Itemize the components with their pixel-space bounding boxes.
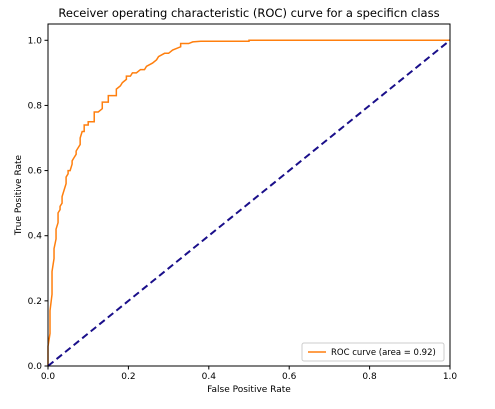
y-tick-label: 1.0 xyxy=(28,36,43,46)
y-axis-ticks: 0.0 0.2 0.4 0.6 0.8 1.0 xyxy=(28,36,48,372)
y-tick-label: 0.2 xyxy=(28,297,42,307)
x-tick-label: 1.0 xyxy=(443,372,458,382)
roc-curve-line xyxy=(47,39,450,366)
x-tick-label: 0.4 xyxy=(202,372,217,382)
x-tick-label: 0.8 xyxy=(362,372,377,382)
legend: ROC curve (area = 0.92) xyxy=(301,342,445,362)
legend-label-roc: ROC curve (area = 0.92) xyxy=(331,348,436,358)
y-tick-label: 0.6 xyxy=(28,167,43,177)
y-axis-label: True Positive Rate xyxy=(14,154,24,236)
x-tick-label: 0.0 xyxy=(41,372,56,382)
plot-area xyxy=(47,39,451,367)
x-axis-label: False Positive Rate xyxy=(207,385,291,395)
y-tick-label: 0.4 xyxy=(28,232,43,242)
chance-diagonal-line xyxy=(47,39,451,367)
x-axis-ticks: 0.0 0.2 0.4 0.6 0.8 1.0 xyxy=(41,366,458,382)
chart-title: Receiver operating characteristic (ROC) … xyxy=(58,6,439,20)
x-tick-label: 0.6 xyxy=(282,372,297,382)
legend-box xyxy=(301,342,445,362)
x-tick-label: 0.2 xyxy=(121,372,135,382)
y-tick-label: 0.8 xyxy=(28,101,43,111)
y-tick-label: 0.0 xyxy=(28,362,43,372)
plot-frame xyxy=(47,23,451,367)
